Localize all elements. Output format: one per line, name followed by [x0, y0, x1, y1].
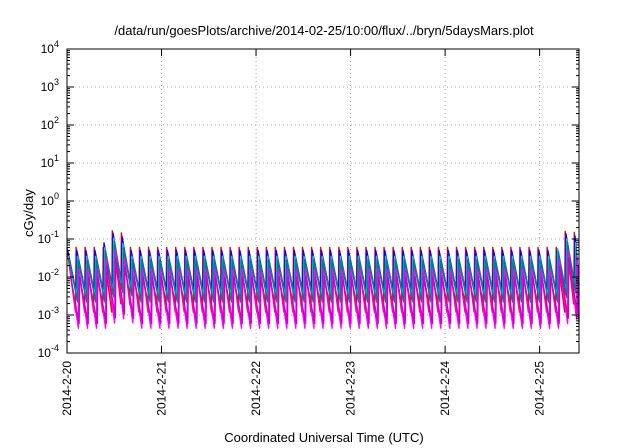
y-tick-label: 104	[41, 39, 59, 56]
y-tick-label: 100	[41, 191, 59, 208]
x-tick-label: 2014-2-24	[438, 361, 452, 416]
y-tick-exponent: 1	[54, 153, 59, 163]
y-tick-exponent: -2	[51, 267, 59, 277]
y-tick-exponent: 2	[54, 115, 59, 125]
y-tick-label: 10-4	[38, 343, 59, 360]
y-tick-label: 102	[41, 115, 59, 132]
x-tick-label: 2014-2-25	[533, 361, 547, 416]
y-tick-exponent: 0	[54, 191, 59, 201]
y-tick-exponent: -4	[51, 343, 59, 353]
x-axis-label: Coordinated Universal Time (UTC)	[224, 430, 423, 445]
series-line	[68, 240, 580, 303]
x-tick-label: 2014-2-21	[155, 361, 169, 416]
y-tick-label: 10-1	[38, 229, 59, 246]
y-tick-exponent: 4	[54, 39, 59, 49]
y-axis-label: cGy/day	[21, 189, 36, 237]
y-tick-label: 10-2	[38, 267, 59, 284]
series-line	[69, 257, 580, 325]
x-tick-label: 2014-2-22	[249, 361, 263, 416]
y-tick-exponent: -1	[51, 229, 59, 239]
y-tick-exponent: 3	[54, 77, 59, 87]
y-tick-exponent: -3	[51, 305, 59, 315]
data-series	[66, 230, 580, 329]
x-tick-label: 2014-2-23	[344, 361, 358, 416]
x-axis-ticks: 2014-2-20 2014-2-21 2014-2-22 2014-2-23 2014…	[60, 49, 547, 416]
y-tick-label: 10-3	[38, 305, 59, 322]
chart-title: /data/run/goesPlots/archive/2014-02-25/1…	[114, 23, 534, 38]
y-tick-label: 103	[41, 77, 59, 94]
x-tick-label: 2014-2-20	[60, 361, 74, 416]
y-tick-label: 101	[41, 153, 59, 170]
